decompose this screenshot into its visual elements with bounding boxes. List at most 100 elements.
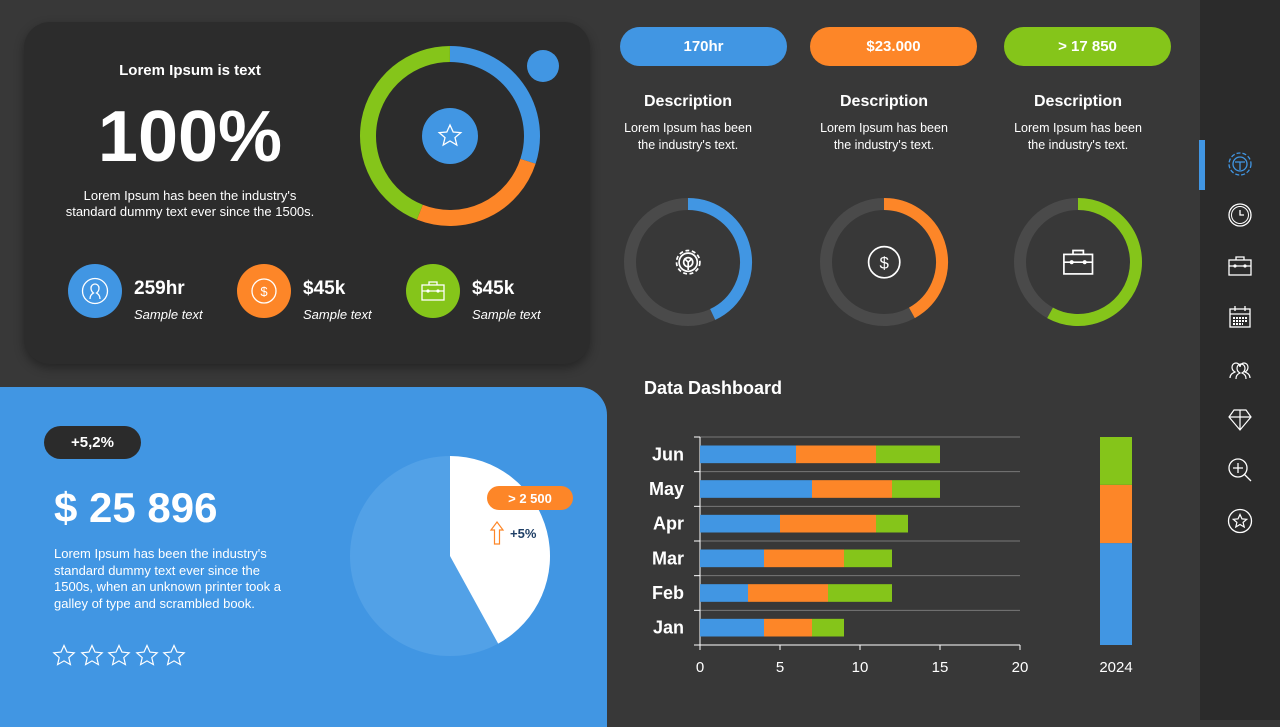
sidebar-item-star-icon[interactable] xyxy=(1226,507,1254,535)
promo-desc-line: Lorem Ipsum has been the industry's xyxy=(54,546,267,561)
stat-pill: $23.000 xyxy=(810,27,977,66)
sidebar-item-diamond-icon[interactable] xyxy=(1226,405,1254,433)
bar-segment xyxy=(700,584,748,602)
stat-title: Description xyxy=(839,93,928,110)
star-icon[interactable] xyxy=(107,644,131,668)
bar-segment xyxy=(700,514,780,533)
change-badge: +5,2% xyxy=(44,426,141,459)
stat-desc-line: Lorem Ipsum has been xyxy=(820,121,948,135)
x-tick-label: 10 xyxy=(852,659,869,676)
bar-segment xyxy=(780,514,876,533)
bar-segment xyxy=(844,549,892,568)
promo-desc: Lorem Ipsum has been the industry's stand… xyxy=(54,546,281,612)
hero-donut xyxy=(360,46,559,226)
stat-desc-line: the industry's text. xyxy=(637,137,739,152)
svg-text:$: $ xyxy=(879,254,889,273)
stat-pill: > 17 850 xyxy=(1004,27,1171,66)
y-tick-label: Jun xyxy=(652,444,684,464)
summary-segment-blue xyxy=(1100,543,1132,645)
promo-desc-line: galley of type and scrambled book. xyxy=(54,595,255,611)
promo-desc-line: 1500s, when an unknown printer took a xyxy=(54,579,281,594)
stat-donut xyxy=(624,198,752,326)
kpi-value: $45k xyxy=(303,278,346,299)
bar-segment xyxy=(876,445,940,464)
stat-desc-line: the industry's text. xyxy=(1027,137,1129,152)
kpi-label: Sample text xyxy=(472,307,541,322)
y-tick-label: Jan xyxy=(653,618,684,638)
donut-segment-blue xyxy=(449,46,540,164)
y-tick-label: Mar xyxy=(652,548,684,568)
rating-stars[interactable] xyxy=(52,644,190,673)
pie-change: +5% xyxy=(510,526,537,541)
stat-donut xyxy=(1014,198,1142,326)
stat-donut: $ xyxy=(820,198,948,326)
hero-desc: Lorem Ipsum has been the industry's stand… xyxy=(40,188,340,220)
promo-amount: $ 25 896 xyxy=(54,484,218,531)
accent-dot xyxy=(527,50,559,82)
donut-segment-orange xyxy=(416,158,536,226)
star-icon[interactable] xyxy=(162,644,186,668)
bar-chart: Jan Feb Mar Apr May Jun 0 5 10 15 20 2024 xyxy=(649,436,1133,676)
sidebar-active-indicator xyxy=(1199,140,1205,190)
stat-desc: Lorem Ipsum has been the industry's text. xyxy=(588,120,788,153)
donut-progress xyxy=(1047,198,1142,326)
hero-desc-line: Lorem Ipsum has been the industry's xyxy=(83,188,297,203)
bar-segment xyxy=(700,445,796,464)
bar-segment xyxy=(796,445,876,464)
sidebar-item-calendar-icon[interactable] xyxy=(1226,303,1254,331)
bar-segment xyxy=(892,480,940,498)
stat-desc-line: Lorem Ipsum has been xyxy=(624,121,752,135)
arrow-up-icon xyxy=(489,521,505,545)
stat-desc-line: Lorem Ipsum has been xyxy=(1014,121,1142,135)
bar-segment xyxy=(764,618,812,637)
kpi-label: Sample text xyxy=(134,307,203,322)
kpi-label: Sample text xyxy=(303,307,372,322)
promo-desc-line: standard dummy text ever since the xyxy=(54,562,260,578)
dollar-icon: $ xyxy=(867,245,901,279)
svg-text:$: $ xyxy=(260,284,268,299)
bar-segment xyxy=(700,480,812,498)
bar-segment xyxy=(876,514,908,533)
bar-segment xyxy=(748,584,828,602)
kpi-value: $45k xyxy=(472,278,515,299)
stat-desc-line: the industry's text. xyxy=(833,137,935,152)
bar-segment xyxy=(700,549,764,568)
hero-card xyxy=(24,22,590,364)
hero-desc-line: standard dummy text ever since the 1500s… xyxy=(65,204,315,219)
pie-badge: > 2 500 xyxy=(487,486,573,510)
y-tick-label: May xyxy=(649,479,684,499)
star-badge xyxy=(422,108,478,164)
bar-segment xyxy=(764,549,844,568)
dollar-icon: $ xyxy=(251,278,277,304)
star-icon[interactable] xyxy=(134,644,159,668)
stat-title: Description xyxy=(1033,93,1122,110)
y-tick-label: Feb xyxy=(652,583,684,603)
donut-progress xyxy=(883,198,948,319)
summary-segment-green xyxy=(1100,437,1132,485)
star-icon[interactable] xyxy=(52,644,76,668)
x-tick-label: 20 xyxy=(1012,659,1029,676)
sidebar-item-briefcase-icon[interactable] xyxy=(1226,252,1254,280)
x-tick-label: 5 xyxy=(776,659,784,676)
y-tick-label: Apr xyxy=(653,514,684,534)
hero-title: Lorem Ipsum is text xyxy=(119,62,261,79)
user-icon xyxy=(81,277,109,305)
star-icon xyxy=(437,123,463,147)
bar-segment xyxy=(700,618,764,637)
hero-value: 100% xyxy=(97,97,283,177)
kpi-icon-badge: $ xyxy=(237,264,291,318)
donut-segment-green xyxy=(360,46,451,220)
bar-segment xyxy=(812,618,844,637)
sidebar-item-clock-icon[interactable] xyxy=(1226,201,1254,229)
sidebar-item-steering-gear-icon[interactable] xyxy=(1226,150,1254,178)
stat-desc: Lorem Ipsum has been the industry's text. xyxy=(784,120,984,153)
summary-label: 2024 xyxy=(1099,659,1132,676)
kpi-icon-badge xyxy=(68,264,122,318)
stat-desc: Lorem Ipsum has been the industry's text. xyxy=(978,120,1178,153)
star-icon[interactable] xyxy=(79,644,104,668)
sidebar-item-users-icon[interactable] xyxy=(1226,354,1254,382)
stat-title: Description xyxy=(643,93,732,110)
donut-progress xyxy=(687,198,752,320)
stat-pill: 170hr xyxy=(620,27,787,66)
sidebar-item-zoom-in-icon[interactable] xyxy=(1226,456,1254,484)
